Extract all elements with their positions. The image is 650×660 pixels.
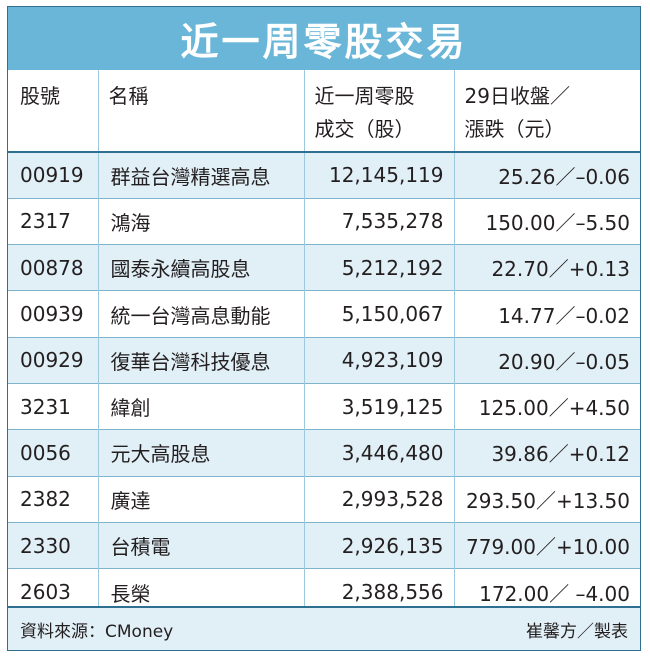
header-price-line1: 29日收盤／: [464, 84, 570, 108]
cell-name: 國泰永續高股息: [97, 244, 304, 291]
cell-price: 22.70／+0.13: [453, 244, 640, 291]
cell-price: 25.26／–0.06: [453, 152, 640, 199]
cell-name: 元大高股息: [97, 429, 304, 477]
table-row: 0056 元大高股息 3,446,480 39.86／+0.12: [8, 429, 640, 477]
cell-volume: 5,150,067: [303, 290, 454, 338]
cell-code: 3231: [20, 394, 71, 419]
odd-lot-table: 股號 名稱 近一周零股成交（股） 29日收盤／ 漲跌（元） 00919 群益台灣精…: [8, 70, 640, 615]
header-price-line2: 漲跌（元）: [464, 117, 565, 141]
cell-code: 2330: [20, 533, 71, 558]
header-volume: 近一周零股成交（股）: [303, 70, 454, 152]
header-code-label: 股號: [20, 84, 60, 108]
table-footer: 資料來源：CMoney 崔馨方／製表: [8, 606, 640, 650]
table-row: 3231 緯創 3,519,125 125.00／+4.50: [8, 383, 640, 430]
header-name: 名稱: [97, 70, 304, 152]
cell-volume: 2,993,528: [303, 476, 454, 523]
cell-volume: 2,926,135: [303, 522, 454, 569]
header-row: 股號 名稱 近一周零股成交（股） 29日收盤／ 漲跌（元）: [8, 70, 640, 152]
cell-name: 廣達: [97, 476, 304, 523]
title-bar: 近一周零股交易: [8, 7, 640, 70]
cell-code: 00929: [20, 348, 84, 373]
cell-name: 群益台灣精選高息: [97, 152, 304, 199]
cell-volume: 3,519,125: [303, 383, 454, 430]
table-title: 近一周零股交易: [180, 20, 468, 64]
table-card: 近一周零股交易 股號 名稱 近一周零股成交（股） 29日收盤／ 漲跌（元） 009…: [7, 6, 641, 651]
credit-note: 崔馨方／製表: [526, 621, 628, 642]
cell-volume: 4,923,109: [303, 337, 454, 384]
header-name-label: 名稱: [108, 84, 149, 108]
header-volume-line2: 成交（股）: [314, 117, 415, 141]
table-body: 00919 群益台灣精選高息 12,145,119 25.26／–0.06 23…: [8, 152, 640, 615]
cell-code: 2603: [20, 580, 71, 605]
cell-price: 125.00／+4.50: [453, 383, 640, 430]
header-code: 股號: [8, 70, 98, 152]
cell-name: 統一台灣高息動能: [97, 290, 304, 338]
cell-name: 緯創: [97, 383, 304, 430]
cell-code: 2317: [20, 209, 71, 234]
table-row: 00878 國泰永續高股息 5,212,192 22.70／+0.13: [8, 244, 640, 291]
cell-code: 00939: [20, 302, 84, 327]
cell-volume: 3,446,480: [303, 429, 454, 477]
cell-name: 台積電: [97, 522, 304, 569]
table-row: 2330 台積電 2,926,135 779.00／+10.00: [8, 522, 640, 569]
cell-code: 00878: [20, 255, 84, 280]
cell-code: 0056: [20, 440, 71, 465]
cell-price: 150.00／–5.50: [453, 198, 640, 245]
source-note: 資料來源：CMoney: [20, 621, 174, 642]
table-header: 股號 名稱 近一周零股成交（股） 29日收盤／ 漲跌（元）: [8, 70, 640, 152]
table-row: 00919 群益台灣精選高息 12,145,119 25.26／–0.06: [8, 152, 640, 199]
table-row: 00929 復華台灣科技優息 4,923,109 20.90／–0.05: [8, 337, 640, 384]
header-price: 29日收盤／ 漲跌（元）: [453, 70, 640, 152]
cell-name: 鴻海: [97, 198, 304, 245]
table-row: 2382 廣達 2,993,528 293.50／+13.50: [8, 476, 640, 523]
cell-volume: 12,145,119: [303, 152, 454, 199]
cell-volume: 5,212,192: [303, 244, 454, 291]
table-row: 2317 鴻海 7,535,278 150.00／–5.50: [8, 198, 640, 245]
cell-price: 14.77／–0.02: [453, 290, 640, 338]
cell-price: 779.00／+10.00: [453, 522, 640, 569]
cell-price: 293.50／+13.50: [453, 476, 640, 523]
table-row: 00939 統一台灣高息動能 5,150,067 14.77／–0.02: [8, 290, 640, 338]
cell-code: 2382: [20, 487, 71, 512]
cell-price: 39.86／+0.12: [453, 429, 640, 477]
cell-name: 復華台灣科技優息: [97, 337, 304, 384]
header-volume-line1: 近一周零股: [314, 84, 415, 108]
cell-code: 00919: [20, 163, 84, 188]
cell-price: 20.90／–0.05: [453, 337, 640, 384]
cell-volume: 7,535,278: [303, 198, 454, 245]
